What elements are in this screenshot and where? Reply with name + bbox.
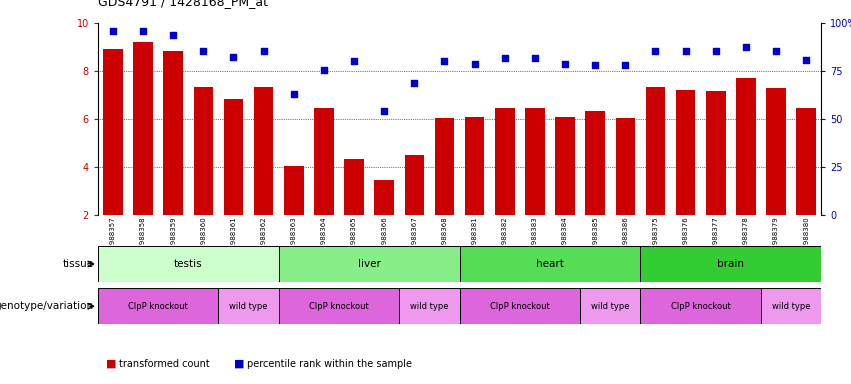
Bar xyxy=(615,118,635,215)
Point xyxy=(709,48,722,54)
Point xyxy=(799,57,813,63)
Text: transformed count: transformed count xyxy=(119,359,210,369)
Bar xyxy=(314,108,334,215)
Bar xyxy=(374,180,394,215)
Bar xyxy=(585,111,605,215)
Bar xyxy=(435,118,454,215)
Point xyxy=(498,55,511,61)
Point xyxy=(167,32,180,38)
Point xyxy=(619,62,632,68)
Bar xyxy=(98,288,219,324)
Text: wild type: wild type xyxy=(772,302,810,311)
Text: wild type: wild type xyxy=(591,302,630,311)
Point xyxy=(468,61,482,67)
Point xyxy=(648,48,662,54)
Point xyxy=(408,80,421,86)
Bar xyxy=(399,288,460,324)
Bar xyxy=(345,159,364,215)
Bar xyxy=(706,91,726,215)
Bar xyxy=(797,108,816,215)
Bar xyxy=(766,88,785,215)
Bar xyxy=(640,288,761,324)
Text: ClpP knockout: ClpP knockout xyxy=(671,302,730,311)
Bar xyxy=(163,51,183,215)
Bar xyxy=(284,166,304,215)
Bar xyxy=(460,246,640,282)
Text: percentile rank within the sample: percentile rank within the sample xyxy=(247,359,412,369)
Text: ■: ■ xyxy=(234,359,244,369)
Text: wild type: wild type xyxy=(229,302,268,311)
Text: ■: ■ xyxy=(106,359,117,369)
Bar xyxy=(219,288,278,324)
Text: testis: testis xyxy=(174,259,203,269)
Text: GDS4791 / 1428168_PM_at: GDS4791 / 1428168_PM_at xyxy=(98,0,268,8)
Point xyxy=(558,61,572,67)
Bar xyxy=(646,87,665,215)
Point xyxy=(136,28,150,35)
Point xyxy=(588,62,602,68)
Bar xyxy=(98,246,278,282)
Bar xyxy=(676,90,695,215)
Bar xyxy=(404,155,424,215)
Bar xyxy=(465,117,484,215)
Text: tissue: tissue xyxy=(62,259,94,269)
Text: ClpP knockout: ClpP knockout xyxy=(490,302,550,311)
Bar xyxy=(736,78,756,215)
Point xyxy=(197,48,210,54)
Bar xyxy=(134,42,153,215)
Text: wild type: wild type xyxy=(410,302,448,311)
Bar xyxy=(640,246,821,282)
Point xyxy=(377,108,391,114)
Point xyxy=(437,58,451,65)
Text: liver: liver xyxy=(357,259,380,269)
Text: heart: heart xyxy=(536,259,564,269)
Point xyxy=(347,58,361,65)
Point xyxy=(257,48,271,54)
Point xyxy=(226,53,240,60)
Bar xyxy=(495,108,515,215)
Point xyxy=(679,48,693,54)
Text: genotype/variation: genotype/variation xyxy=(0,301,94,311)
Text: brain: brain xyxy=(717,259,745,269)
Point xyxy=(287,91,300,97)
Bar xyxy=(555,117,574,215)
Bar xyxy=(580,288,640,324)
Text: ClpP knockout: ClpP knockout xyxy=(309,302,368,311)
Text: ClpP knockout: ClpP knockout xyxy=(129,302,188,311)
Bar xyxy=(278,288,399,324)
Bar xyxy=(278,246,460,282)
Point xyxy=(106,28,120,35)
Point xyxy=(769,48,783,54)
Bar xyxy=(254,87,273,215)
Bar xyxy=(460,288,580,324)
Point xyxy=(739,44,752,50)
Bar xyxy=(193,87,213,215)
Bar xyxy=(103,50,123,215)
Point xyxy=(317,67,331,73)
Bar xyxy=(525,108,545,215)
Bar xyxy=(761,288,821,324)
Bar xyxy=(224,99,243,215)
Point xyxy=(528,55,542,61)
